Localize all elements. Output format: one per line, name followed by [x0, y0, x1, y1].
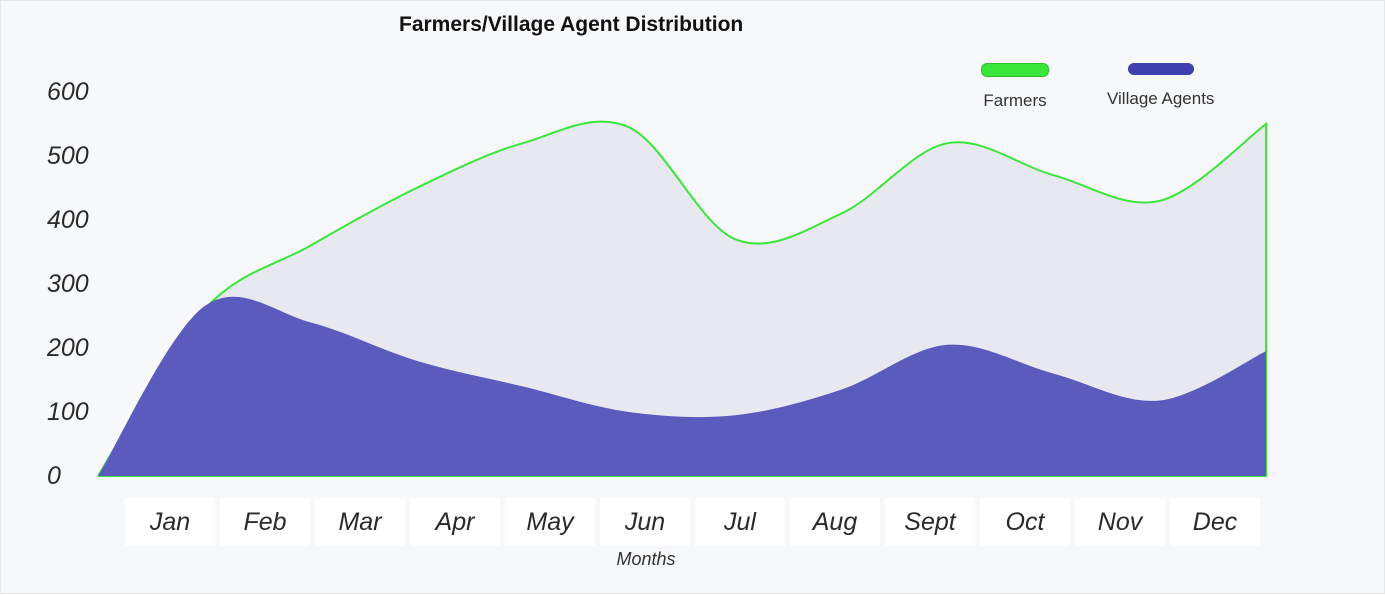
data-point-village-agents[interactable] — [1154, 394, 1166, 406]
x-tick-label: Jan — [125, 498, 215, 546]
area-village-agents — [98, 296, 1266, 476]
y-tick-label: 200 — [47, 334, 89, 362]
data-point-village-agents[interactable] — [835, 384, 847, 396]
data-point-village-agents[interactable] — [941, 339, 953, 351]
x-axis-label: Months — [616, 549, 676, 569]
data-point-farmers[interactable] — [1260, 118, 1272, 130]
x-tick-label: Aug — [790, 498, 880, 546]
legend-label-farmers: Farmers — [983, 91, 1047, 110]
data-point-farmers[interactable] — [941, 137, 953, 149]
y-tick-label: 100 — [47, 398, 89, 426]
y-tick-label: 300 — [47, 270, 89, 298]
x-tick-label: Jun — [600, 498, 690, 546]
x-tick-label: Mar — [315, 498, 405, 546]
x-tick-label: Oct — [980, 498, 1070, 546]
data-point-village-agents[interactable] — [198, 300, 210, 312]
data-point-farmers[interactable] — [304, 240, 316, 252]
data-point-village-agents[interactable] — [411, 355, 423, 367]
data-point-village-agents[interactable] — [1260, 345, 1272, 357]
chart-title: Farmers/Village Agent Distribution — [399, 13, 744, 36]
legend-item-village-agents[interactable]: Village Agents — [1107, 63, 1214, 109]
x-tick-label: May — [505, 498, 595, 546]
data-point-farmers[interactable] — [1048, 169, 1060, 181]
y-tick-label: 500 — [47, 142, 89, 170]
x-tick-label: Nov — [1075, 498, 1165, 546]
data-point-village-agents[interactable] — [1048, 368, 1060, 380]
legend-swatch-farmers — [981, 63, 1049, 77]
data-point-farmers[interactable] — [517, 137, 529, 149]
y-tick-label: 0 — [47, 462, 61, 490]
legend-item-farmers[interactable]: Farmers — [981, 63, 1049, 111]
line-farmers — [97, 120, 1267, 477]
data-point-farmers[interactable] — [835, 208, 847, 220]
x-tick-label: Jul — [695, 498, 785, 546]
data-point-farmers[interactable] — [623, 121, 635, 133]
data-point-village-agents[interactable] — [517, 380, 529, 392]
data-point-village-agents[interactable] — [304, 316, 316, 328]
x-tick-label: Apr — [410, 498, 500, 546]
y-tick-label: 600 — [47, 78, 89, 106]
data-point-village-agents[interactable] — [729, 409, 741, 421]
data-point-village-agents[interactable] — [623, 406, 635, 418]
x-tick-label: Feb — [220, 498, 310, 546]
x-tick-label: Sept — [885, 498, 975, 546]
data-point-farmers[interactable] — [411, 182, 423, 194]
data-point-farmers[interactable] — [1154, 195, 1166, 207]
data-point-farmers[interactable] — [729, 233, 741, 245]
legend-label-village-agents: Village Agents — [1107, 89, 1215, 108]
y-tick-label: 400 — [47, 206, 89, 234]
x-tick-label: Dec — [1170, 498, 1260, 546]
legend-swatch-village-agents — [1127, 63, 1194, 75]
